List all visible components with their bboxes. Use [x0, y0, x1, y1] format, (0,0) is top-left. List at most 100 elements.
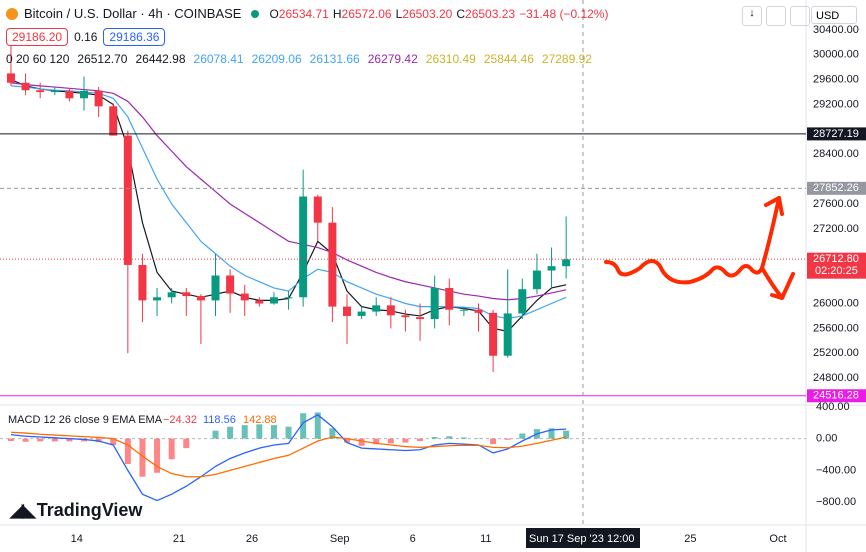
x-tick-label: Sep	[330, 533, 350, 545]
indicator-label[interactable]: 0 20 60 120	[6, 52, 70, 66]
countdown: 02:20:25	[815, 265, 858, 277]
candle-body	[65, 90, 74, 99]
indicator-value: 26279.42	[367, 52, 418, 66]
candle-body	[240, 293, 249, 301]
histogram-bar	[285, 426, 292, 439]
histogram-bar	[431, 437, 438, 439]
indicator-value: 26209.06	[251, 52, 302, 66]
histogram-bar	[256, 424, 263, 439]
histogram-bar	[7, 438, 14, 442]
x-tick-label: 26	[246, 533, 258, 545]
histogram-bar	[66, 438, 73, 442]
collapse-button[interactable]	[766, 6, 786, 26]
x-tick-label: 11	[480, 533, 491, 545]
maximize-button[interactable]	[790, 6, 810, 26]
candle-body	[445, 287, 454, 310]
x-tick-label: 25	[684, 533, 696, 545]
candle-body	[153, 297, 162, 301]
histogram-bar	[212, 430, 219, 439]
histogram-bar	[548, 428, 555, 439]
crosshair-time: 12:00	[607, 533, 635, 545]
histogram-bar	[329, 428, 336, 439]
price-label: 26712.80	[813, 253, 859, 265]
crosshair-label-bg	[526, 528, 640, 548]
histogram-bar	[387, 438, 394, 444]
histogram-bar	[402, 438, 409, 443]
histogram-bar	[504, 438, 511, 440]
y-tick-label: 24800.00	[813, 372, 859, 384]
candle-body	[109, 106, 118, 136]
histogram-bar	[446, 436, 453, 439]
histogram-bar	[110, 438, 117, 445]
price-label: 28727.19	[813, 128, 859, 140]
candle-body	[182, 292, 191, 297]
candle-body	[474, 309, 483, 313]
candle-body	[459, 309, 468, 311]
ohlc-key: O	[269, 6, 279, 21]
candle-body	[211, 275, 220, 301]
indicator-value: 25844.46	[483, 52, 534, 66]
candle-body	[357, 311, 366, 316]
indicator-legend: 0 20 60 120 26512.70 26442.98 26078.41 2620…	[6, 52, 592, 66]
y-tick-label: 27600.00	[813, 198, 859, 210]
y-tick-label: 28400.00	[813, 148, 859, 160]
indicator-value: 26442.98	[135, 52, 186, 66]
currency-select[interactable]: USD	[811, 6, 857, 24]
histogram-bar	[563, 430, 570, 439]
histogram-bar	[51, 438, 58, 442]
histogram-bar	[519, 433, 526, 439]
histogram-bar	[22, 438, 29, 442]
histogram-bar	[37, 438, 44, 442]
logo-text: TradingView	[36, 500, 143, 520]
y-tick-label: 25600.00	[813, 322, 859, 334]
buy-button[interactable]: 29186.36	[103, 28, 166, 46]
price-label-bg	[807, 127, 866, 141]
candle-body	[123, 135, 132, 265]
candle-body	[328, 222, 337, 307]
symbol[interactable]: Bitcoin / U.S. Dollar · 4h · COINBASE	[24, 6, 242, 21]
y-tick-label: 400.00	[816, 401, 850, 413]
macd-legend-value: −24.32	[163, 414, 197, 426]
candle-body	[226, 275, 235, 294]
y-tick-label: 25200.00	[813, 347, 859, 359]
candle-body	[21, 82, 30, 91]
histogram-bar	[300, 413, 307, 439]
price-label: 27852.26	[813, 182, 859, 194]
y-tick-label: 30400.00	[813, 24, 859, 36]
x-tick-label: 21	[173, 533, 185, 545]
candle-body	[489, 312, 498, 356]
candle-body	[532, 270, 541, 290]
histogram-bar	[417, 438, 424, 442]
ohlc-value: 26572.06	[341, 6, 392, 21]
x-tick-label: 14	[71, 533, 83, 545]
candle-body	[430, 287, 439, 320]
histogram-bar	[373, 438, 380, 445]
y-tick-label: 0.00	[816, 433, 837, 445]
ohlc-key: C	[456, 6, 466, 21]
candle-body	[167, 292, 176, 298]
ohlc-key: H	[332, 6, 342, 21]
candle-body	[503, 313, 512, 356]
down-button[interactable]: ↓	[742, 6, 762, 26]
crosshair-label: Sun 17 Sep '23	[529, 533, 604, 545]
symbol-row: Bitcoin / U.S. Dollar · 4h · COINBASE O 2…	[6, 6, 612, 21]
candle-body	[386, 305, 395, 316]
macd-line	[10, 414, 567, 502]
histogram-bar	[124, 438, 131, 465]
arrow-head	[770, 272, 795, 300]
y-tick-label: 27200.00	[813, 223, 859, 235]
price-label-bg	[807, 252, 866, 279]
moving-average	[10, 85, 567, 320]
toolbar: ↓	[742, 6, 810, 26]
change: −31.48 (−0.12%)	[519, 6, 609, 21]
candle-body	[547, 266, 556, 271]
y-tick-label: 29600.00	[813, 74, 859, 86]
ohlc-value: 26503.23	[465, 6, 516, 21]
histogram-bar	[490, 438, 497, 445]
price-label-bg	[807, 181, 866, 195]
histogram-bar	[343, 438, 350, 443]
candle-body	[416, 317, 425, 320]
sell-button[interactable]: 29186.20	[6, 28, 69, 46]
